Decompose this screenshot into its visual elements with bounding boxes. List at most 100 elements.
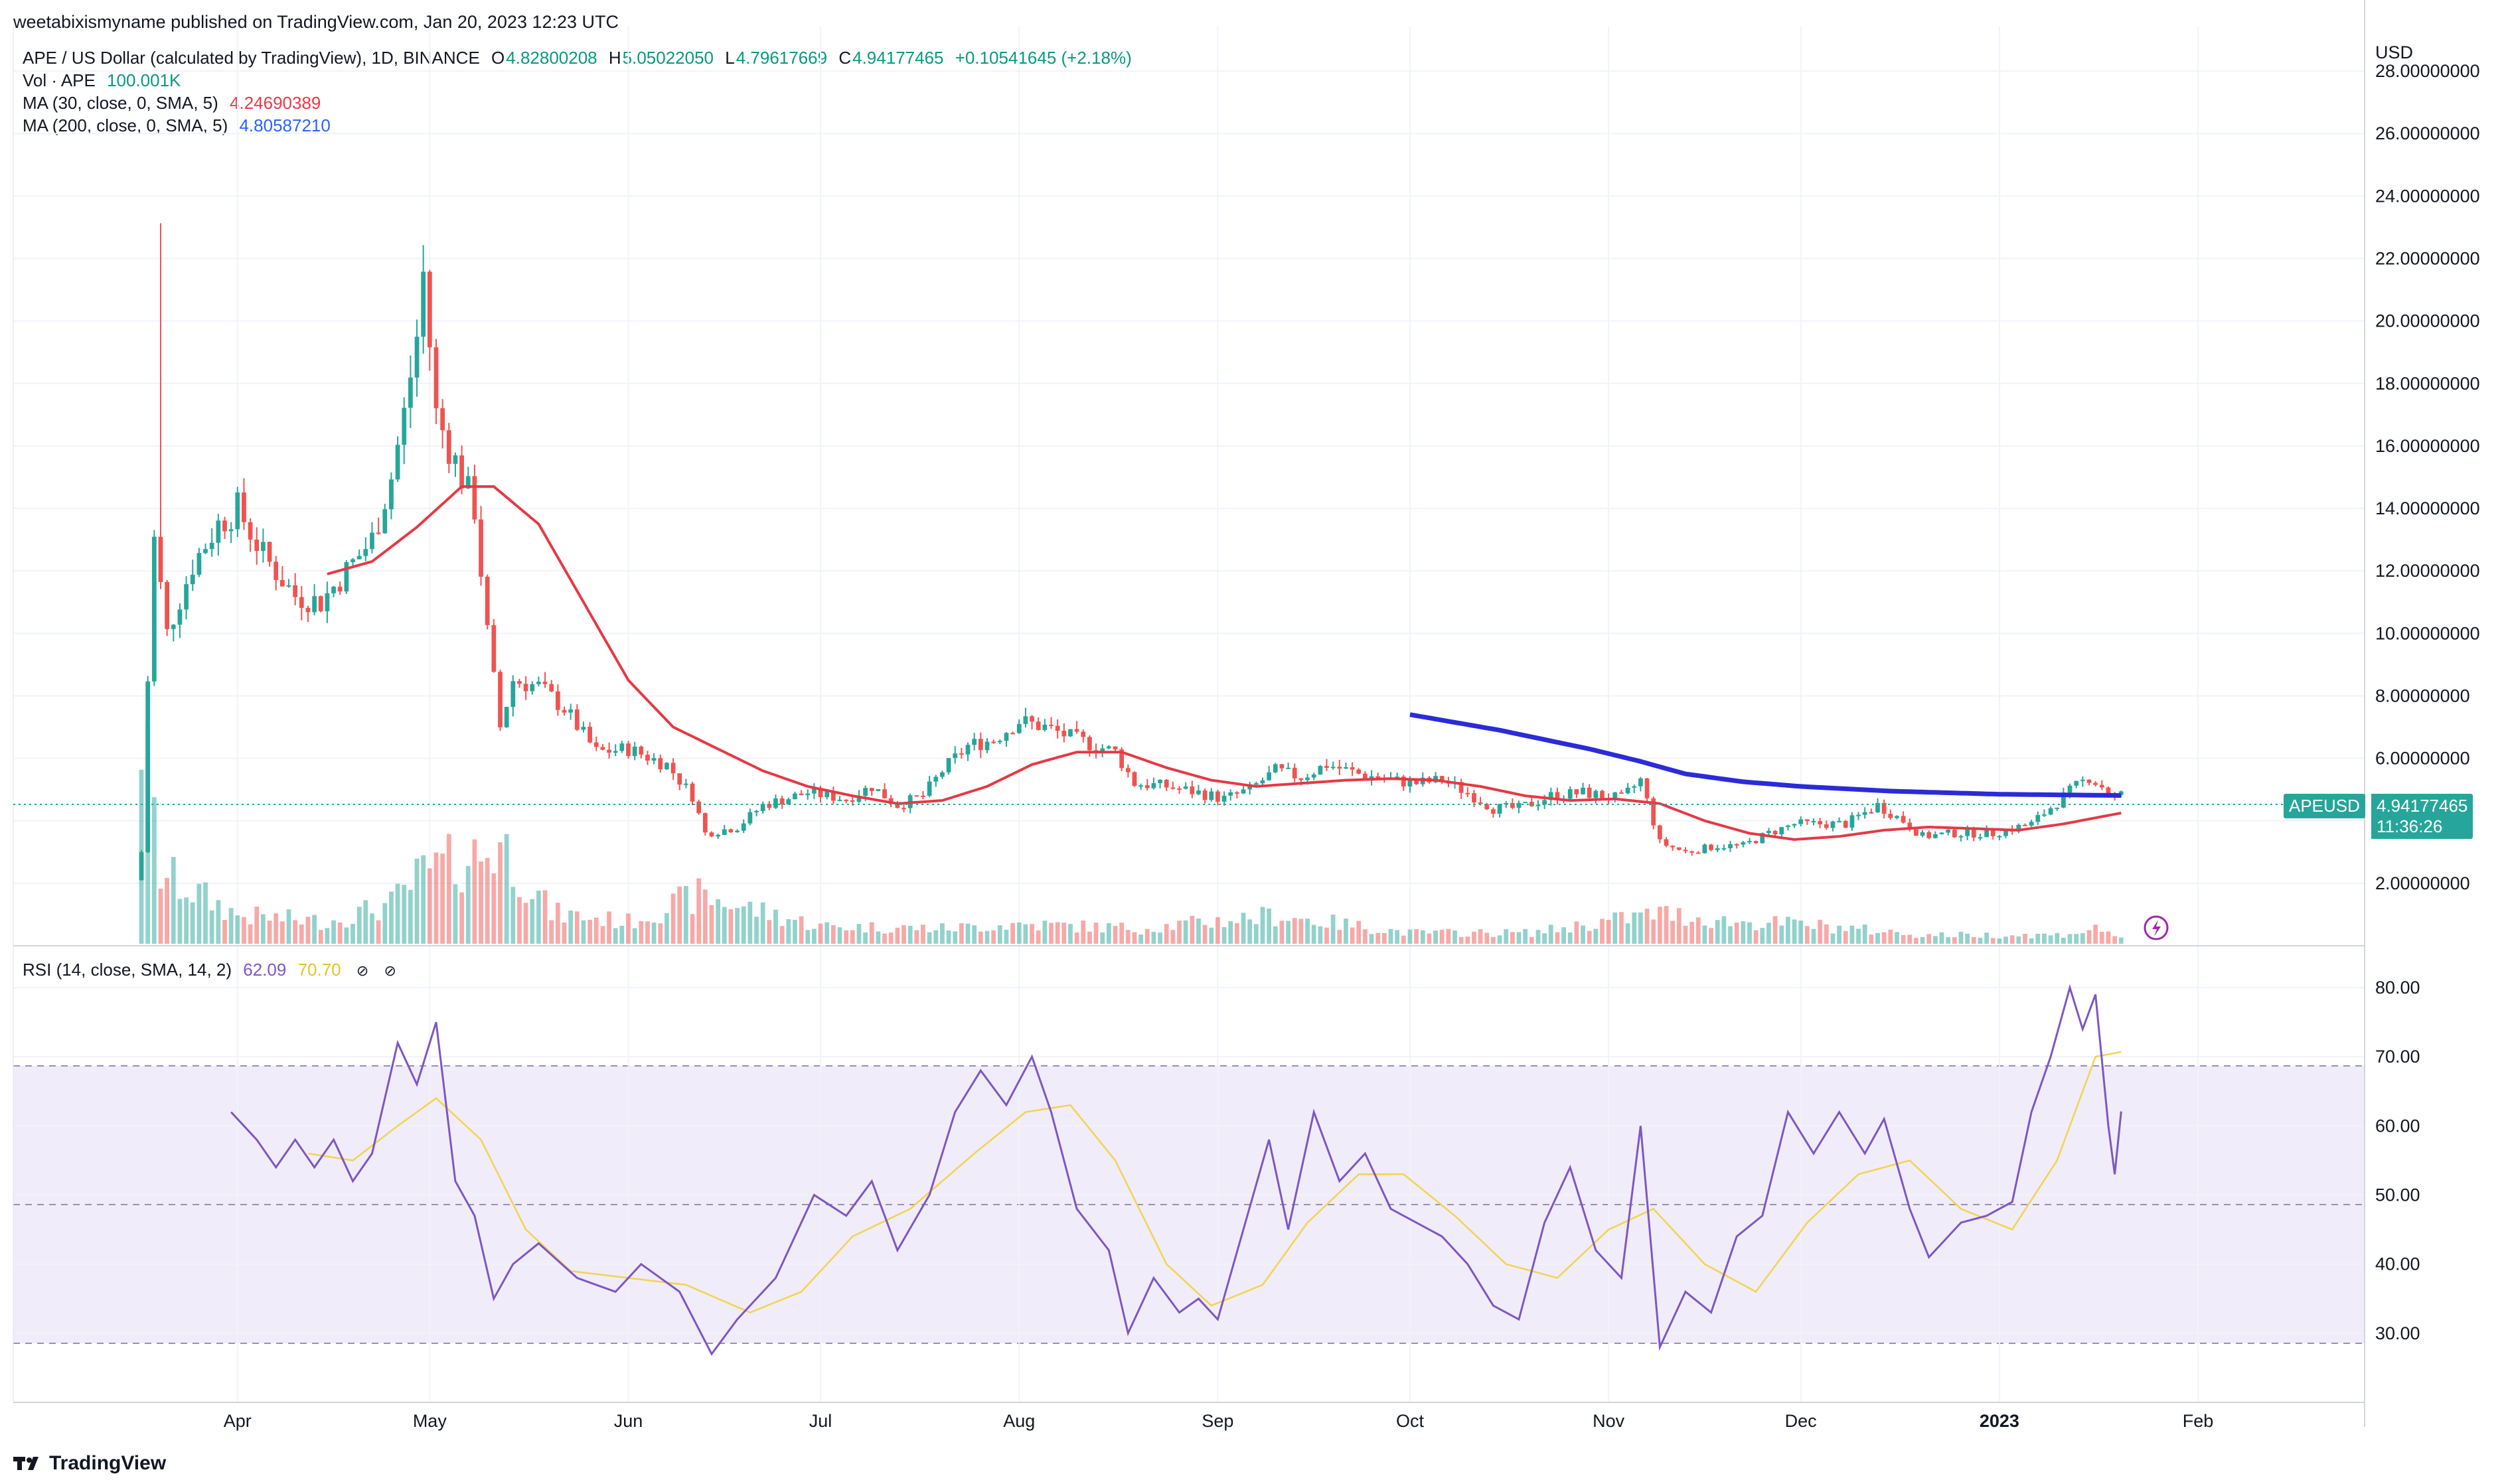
candle-body	[1253, 783, 1259, 785]
eye-off-icon[interactable]: ⊘	[384, 962, 396, 979]
volume-bar	[1920, 936, 1925, 944]
candle-body	[1895, 816, 1899, 818]
volume-bar	[248, 924, 253, 944]
volume-bar	[716, 899, 721, 944]
candle-body	[1164, 779, 1169, 788]
price-tick-label: 2.00000000	[2375, 873, 2470, 893]
volume-bar	[408, 889, 413, 944]
candle-body	[626, 743, 631, 757]
currency-label[interactable]: USD	[2375, 42, 2413, 62]
candle-body	[1183, 786, 1188, 789]
candle-body	[1881, 802, 1887, 814]
candle-body	[997, 741, 1002, 743]
volume-bar	[690, 914, 695, 944]
candle-body	[1837, 821, 1841, 823]
candle-body	[914, 795, 919, 797]
candle-body	[779, 798, 785, 805]
volume-bar	[2067, 934, 2073, 944]
flash-icon[interactable]	[2144, 915, 2169, 940]
volume-bar	[1651, 919, 1656, 944]
candle-body	[402, 408, 407, 445]
candle-body	[1914, 829, 1918, 836]
eye-off-icon[interactable]: ⊘	[356, 962, 369, 979]
candle-body	[1491, 809, 1496, 814]
volume-bar	[1875, 932, 1880, 944]
candle-body	[2003, 829, 2008, 836]
candle-body	[389, 479, 394, 510]
legend-low: 4.79617669	[736, 48, 828, 68]
legend-volume-label[interactable]: Vol · APE	[23, 70, 96, 90]
candle-body	[1830, 821, 1836, 828]
volume-bar	[619, 925, 625, 944]
candle-body	[1555, 792, 1560, 800]
volume-bar	[1734, 923, 1739, 944]
volume-bar	[1138, 934, 1143, 944]
candle-body	[1196, 790, 1201, 794]
candle-body	[510, 681, 516, 707]
volume-bar	[1946, 937, 1951, 944]
candle-body	[536, 682, 541, 684]
volume-bar	[1574, 921, 1579, 944]
ma200-line	[1409, 712, 2122, 798]
candle-body	[2048, 808, 2053, 815]
candle-body	[953, 753, 958, 759]
candle-body	[2042, 814, 2047, 816]
volume-bar	[587, 919, 592, 944]
candle-body	[1657, 825, 1662, 840]
candle-body	[1535, 804, 1541, 806]
candle-body	[1875, 802, 1880, 812]
volume-bar	[1010, 923, 1015, 944]
rsi-tick-label: 70.00	[2375, 1047, 2420, 1067]
candle-body	[203, 549, 208, 554]
volume-bar	[1786, 917, 1790, 944]
time-tick-label: Sep	[1202, 1411, 1233, 1431]
candle-body	[222, 520, 227, 532]
volume-bar	[1760, 927, 1765, 944]
volume-bar	[882, 933, 887, 944]
candle-body	[1036, 721, 1041, 730]
legend-symbol[interactable]: APE / US Dollar (calculated by TradingVi…	[23, 48, 480, 68]
legend-high: 5.05022050	[622, 48, 714, 68]
candle-body	[1061, 731, 1067, 737]
candle-body	[1369, 776, 1374, 779]
volume-bar	[844, 930, 849, 944]
volume-bar	[1593, 928, 1599, 944]
publish-header: weetabixismyname published on TradingVie…	[13, 12, 619, 32]
volume-bar	[1267, 908, 1272, 944]
volume-bar	[876, 931, 881, 944]
volume-bar	[254, 906, 260, 944]
volume-bar	[1311, 925, 1316, 944]
volume-bar	[1824, 924, 1829, 944]
volume-bar	[299, 924, 304, 944]
candle-body	[293, 585, 298, 597]
legend-rsi-label[interactable]: RSI (14, close, SMA, 14, 2)	[23, 960, 232, 980]
candle-body	[1997, 836, 2002, 838]
legend-ma200-label[interactable]: MA (200, close, 0, SMA, 5)	[23, 115, 228, 135]
volume-bar	[754, 917, 759, 944]
candle-body	[1683, 850, 1688, 852]
candle-body	[1843, 821, 1848, 828]
candle-body	[1734, 844, 1739, 846]
candle-body	[735, 830, 740, 832]
candle-body	[2099, 784, 2104, 788]
volume-bar	[196, 883, 202, 944]
volume-bar	[472, 839, 477, 944]
volume-bar	[1395, 930, 1400, 944]
volume-bar	[1747, 922, 1752, 944]
candle-body	[1958, 836, 1964, 838]
volume-bar	[1965, 933, 1970, 944]
candle-body	[2074, 780, 2079, 786]
volume-bar	[1676, 908, 1682, 944]
candle-body	[485, 576, 490, 625]
candle-body	[946, 758, 951, 773]
price-tick-label: 18.00000000	[2375, 374, 2480, 394]
tradingview-watermark[interactable]: TradingView	[13, 1452, 166, 1475]
candle-body	[1741, 842, 1746, 845]
volume-bar	[735, 908, 740, 944]
candle-body	[747, 812, 753, 824]
legend-ma30-label[interactable]: MA (30, close, 0, SMA, 5)	[23, 93, 218, 113]
candle-body	[965, 745, 971, 755]
candle-body	[1356, 769, 1362, 774]
candle-body	[395, 445, 400, 480]
